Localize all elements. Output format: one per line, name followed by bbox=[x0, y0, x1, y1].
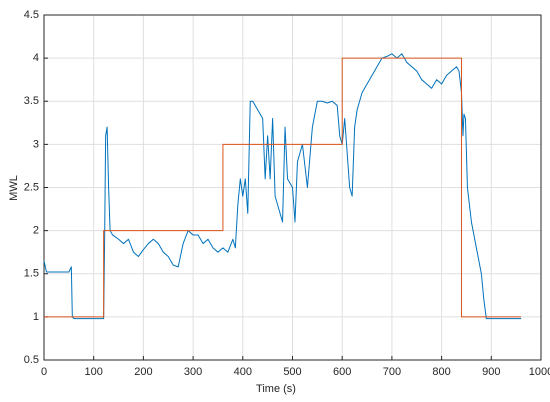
x-tick-label: 700 bbox=[383, 366, 401, 378]
y-tick-label: 1.5 bbox=[24, 268, 39, 280]
data-line bbox=[43, 53, 522, 320]
x-axis-label: Time (s) bbox=[256, 383, 296, 395]
y-tick-label: 0.5 bbox=[24, 354, 39, 366]
x-tick-label: 600 bbox=[333, 366, 351, 378]
axes-box bbox=[43, 14, 542, 361]
y-tick-label: 3 bbox=[33, 138, 39, 150]
x-tick-label: 800 bbox=[432, 366, 450, 378]
data-line bbox=[44, 57, 522, 318]
y-tick-label: 2 bbox=[33, 225, 39, 237]
x-tick-label: 300 bbox=[184, 366, 202, 378]
y-axis-label: MWL bbox=[8, 175, 20, 201]
y-tick-label: 4.5 bbox=[24, 9, 39, 21]
x-tick-label: 500 bbox=[283, 366, 301, 378]
x-tick-label: 100 bbox=[85, 366, 103, 378]
y-tick-label: 1 bbox=[33, 311, 39, 323]
x-tick-label: 400 bbox=[234, 366, 252, 378]
y-tick-label: 3.5 bbox=[24, 95, 39, 107]
x-tick-label: 900 bbox=[482, 366, 500, 378]
x-tick-label: 200 bbox=[134, 366, 152, 378]
x-tick-label: 0 bbox=[41, 366, 47, 378]
y-tick-label: 4 bbox=[33, 52, 39, 64]
y-tick-label: 2.5 bbox=[24, 181, 39, 193]
